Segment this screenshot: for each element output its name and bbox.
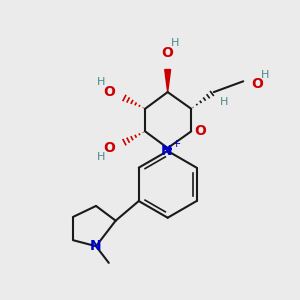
Text: N: N bbox=[90, 239, 102, 253]
Text: O: O bbox=[103, 85, 115, 99]
Text: +: + bbox=[172, 139, 181, 149]
Text: O: O bbox=[194, 124, 206, 138]
Text: O: O bbox=[103, 141, 115, 155]
Text: H: H bbox=[97, 77, 105, 87]
Polygon shape bbox=[165, 70, 171, 92]
Text: N: N bbox=[161, 144, 172, 158]
Text: H: H bbox=[171, 38, 180, 48]
Text: H: H bbox=[219, 97, 228, 107]
Text: O: O bbox=[162, 46, 174, 60]
Text: H: H bbox=[97, 152, 105, 162]
Text: O: O bbox=[251, 77, 263, 91]
Text: H: H bbox=[261, 70, 269, 80]
